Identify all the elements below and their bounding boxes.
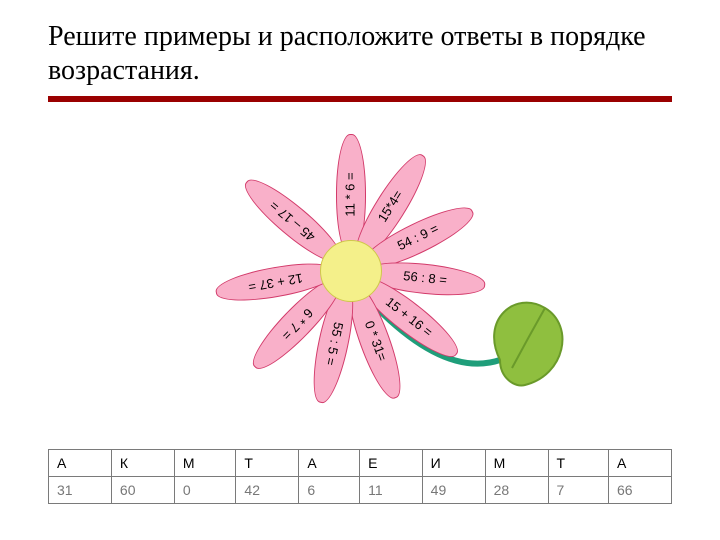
- flower-diagram: 11 * 6 =15*4=54 : 9 =56 : 8 =15 + 16 =0 …: [140, 110, 580, 440]
- flower: 11 * 6 =15*4=54 : 9 =56 : 8 =15 + 16 =0 …: [190, 110, 510, 430]
- table-header-cell: К: [111, 450, 174, 477]
- table-header-cell: А: [609, 450, 672, 477]
- table-header-cell: Т: [236, 450, 299, 477]
- divider: [48, 96, 672, 102]
- table-header-cell: М: [485, 450, 548, 477]
- table-value-cell: 7: [548, 477, 609, 504]
- table-value-cell: 42: [236, 477, 299, 504]
- answer-table: АКМТАЕИМТА 31600426114928766: [48, 449, 672, 504]
- table-value-cell: 31: [49, 477, 112, 504]
- table-header-cell: М: [174, 450, 236, 477]
- table-value-cell: 49: [422, 477, 485, 504]
- table-value-cell: 0: [174, 477, 236, 504]
- flower-center: [320, 240, 382, 302]
- table-header-row: АКМТАЕИМТА: [49, 450, 672, 477]
- table-header-cell: Е: [360, 450, 423, 477]
- table-value-cell: 6: [299, 477, 360, 504]
- table-value-cell: 28: [485, 477, 548, 504]
- table-header-cell: А: [299, 450, 360, 477]
- table-value-cell: 66: [609, 477, 672, 504]
- table-header-cell: И: [422, 450, 485, 477]
- page-title: Решите примеры и расположите ответы в по…: [48, 20, 668, 87]
- table-header-cell: Т: [548, 450, 609, 477]
- table-header-cell: А: [49, 450, 112, 477]
- slide: Решите примеры и расположите ответы в по…: [0, 0, 720, 540]
- table-value-row: 31600426114928766: [49, 477, 672, 504]
- table-value-cell: 11: [360, 477, 423, 504]
- table-value-cell: 60: [111, 477, 174, 504]
